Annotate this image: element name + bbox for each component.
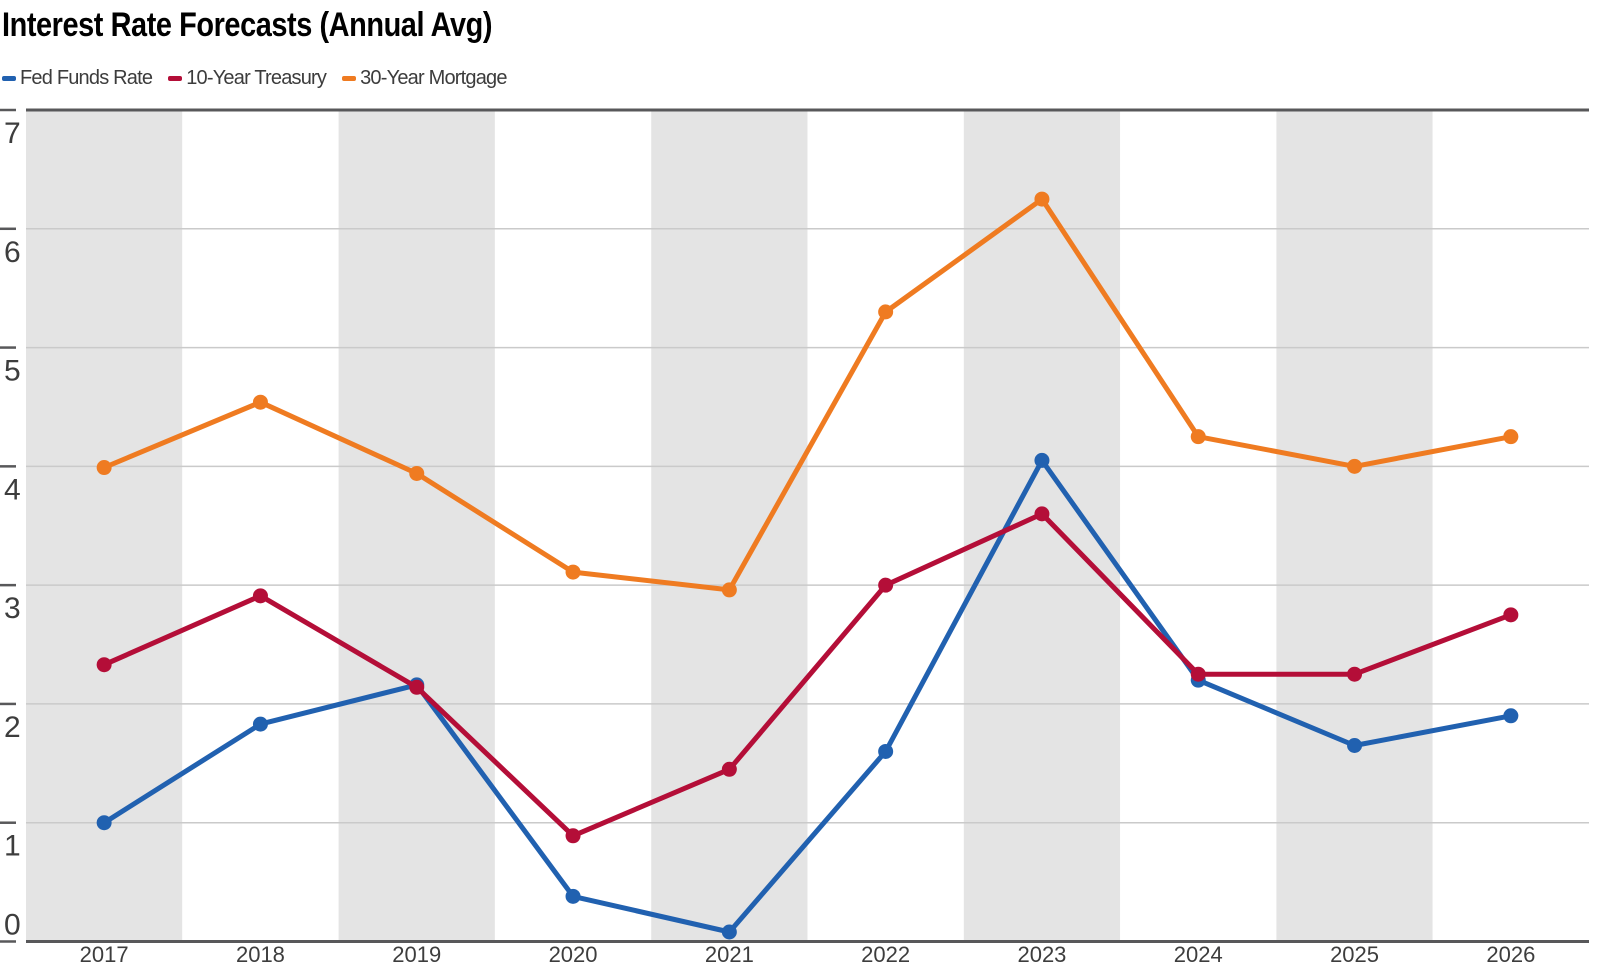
legend-swatch-icon bbox=[168, 76, 183, 81]
x-tick-label: 2022 bbox=[861, 942, 910, 967]
data-point bbox=[1503, 708, 1519, 724]
year-band bbox=[338, 110, 495, 942]
year-band bbox=[963, 110, 1121, 942]
data-point bbox=[721, 761, 737, 777]
data-point bbox=[1034, 506, 1050, 522]
page-title: Interest Rate Forecasts (Annual Avg) bbox=[2, 6, 493, 44]
data-point bbox=[409, 465, 425, 481]
y-tick-label: 5 bbox=[4, 355, 21, 388]
data-point bbox=[252, 394, 268, 410]
y-tick-label: 4 bbox=[4, 473, 21, 506]
data-point bbox=[1347, 458, 1363, 474]
data-point bbox=[878, 577, 894, 593]
data-point bbox=[721, 924, 737, 940]
series-line-30-year-mortgage bbox=[101, 196, 1514, 593]
x-tick-label: 2026 bbox=[1486, 942, 1535, 967]
legend-item: 30-Year Mortgage bbox=[342, 67, 507, 90]
x-tick-label: 2025 bbox=[1330, 942, 1379, 967]
data-point bbox=[252, 716, 268, 732]
legend-item: 10-Year Treasury bbox=[168, 67, 327, 90]
data-point bbox=[1190, 429, 1206, 445]
year-band bbox=[1276, 110, 1433, 942]
data-point bbox=[1190, 666, 1206, 682]
y-tick-label: 0 bbox=[4, 909, 21, 942]
legend-swatch-icon bbox=[342, 76, 357, 81]
y-tick-label: 7 bbox=[4, 117, 21, 150]
data-point bbox=[96, 460, 112, 476]
legend-label: Fed Funds Rate bbox=[20, 67, 153, 89]
data-point bbox=[409, 679, 425, 695]
x-tick-label: 2021 bbox=[705, 942, 754, 967]
data-point bbox=[1347, 666, 1363, 682]
legend: Fed Funds Rate 10-Year Treasury 30-Year Mo… bbox=[2, 67, 507, 90]
year-band bbox=[1432, 110, 1589, 942]
data-point bbox=[1347, 738, 1363, 754]
data-point bbox=[252, 588, 268, 604]
year-band bbox=[807, 110, 964, 942]
year-band bbox=[494, 110, 652, 942]
x-tick-label: 2019 bbox=[392, 942, 441, 967]
legend-swatch-icon bbox=[2, 76, 16, 81]
year-band bbox=[651, 110, 808, 942]
data-point bbox=[1503, 607, 1519, 623]
year-band bbox=[182, 110, 339, 942]
x-tick-label: 2023 bbox=[1017, 942, 1066, 967]
y-tick-label: 2 bbox=[4, 711, 21, 744]
data-point bbox=[878, 743, 894, 759]
data-point bbox=[96, 657, 112, 673]
data-point bbox=[721, 582, 737, 598]
series-line-10-year-treasury bbox=[101, 511, 1514, 839]
series-line-fed-funds-rate bbox=[101, 457, 1514, 935]
legend-label: 10-Year Treasury bbox=[186, 67, 327, 89]
x-tick-label: 2024 bbox=[1174, 942, 1223, 967]
year-band bbox=[26, 110, 183, 942]
data-point bbox=[878, 304, 894, 320]
data-point bbox=[1503, 429, 1519, 445]
y-tick-label: 1 bbox=[4, 830, 21, 863]
x-tick-label: 2017 bbox=[80, 942, 129, 967]
legend-label: 30-Year Mortgage bbox=[360, 67, 507, 89]
data-point bbox=[1034, 452, 1050, 468]
data-point bbox=[96, 815, 112, 831]
legend-item: Fed Funds Rate bbox=[2, 67, 153, 90]
data-point bbox=[565, 888, 581, 904]
data-point bbox=[565, 828, 581, 844]
year-band bbox=[1120, 110, 1277, 942]
x-tick-label: 2018 bbox=[236, 942, 285, 967]
data-point bbox=[565, 564, 581, 580]
x-tick-label: 2020 bbox=[549, 942, 598, 967]
data-point bbox=[1034, 191, 1050, 207]
y-tick-label: 6 bbox=[4, 236, 21, 269]
y-tick-label: 3 bbox=[4, 592, 21, 625]
